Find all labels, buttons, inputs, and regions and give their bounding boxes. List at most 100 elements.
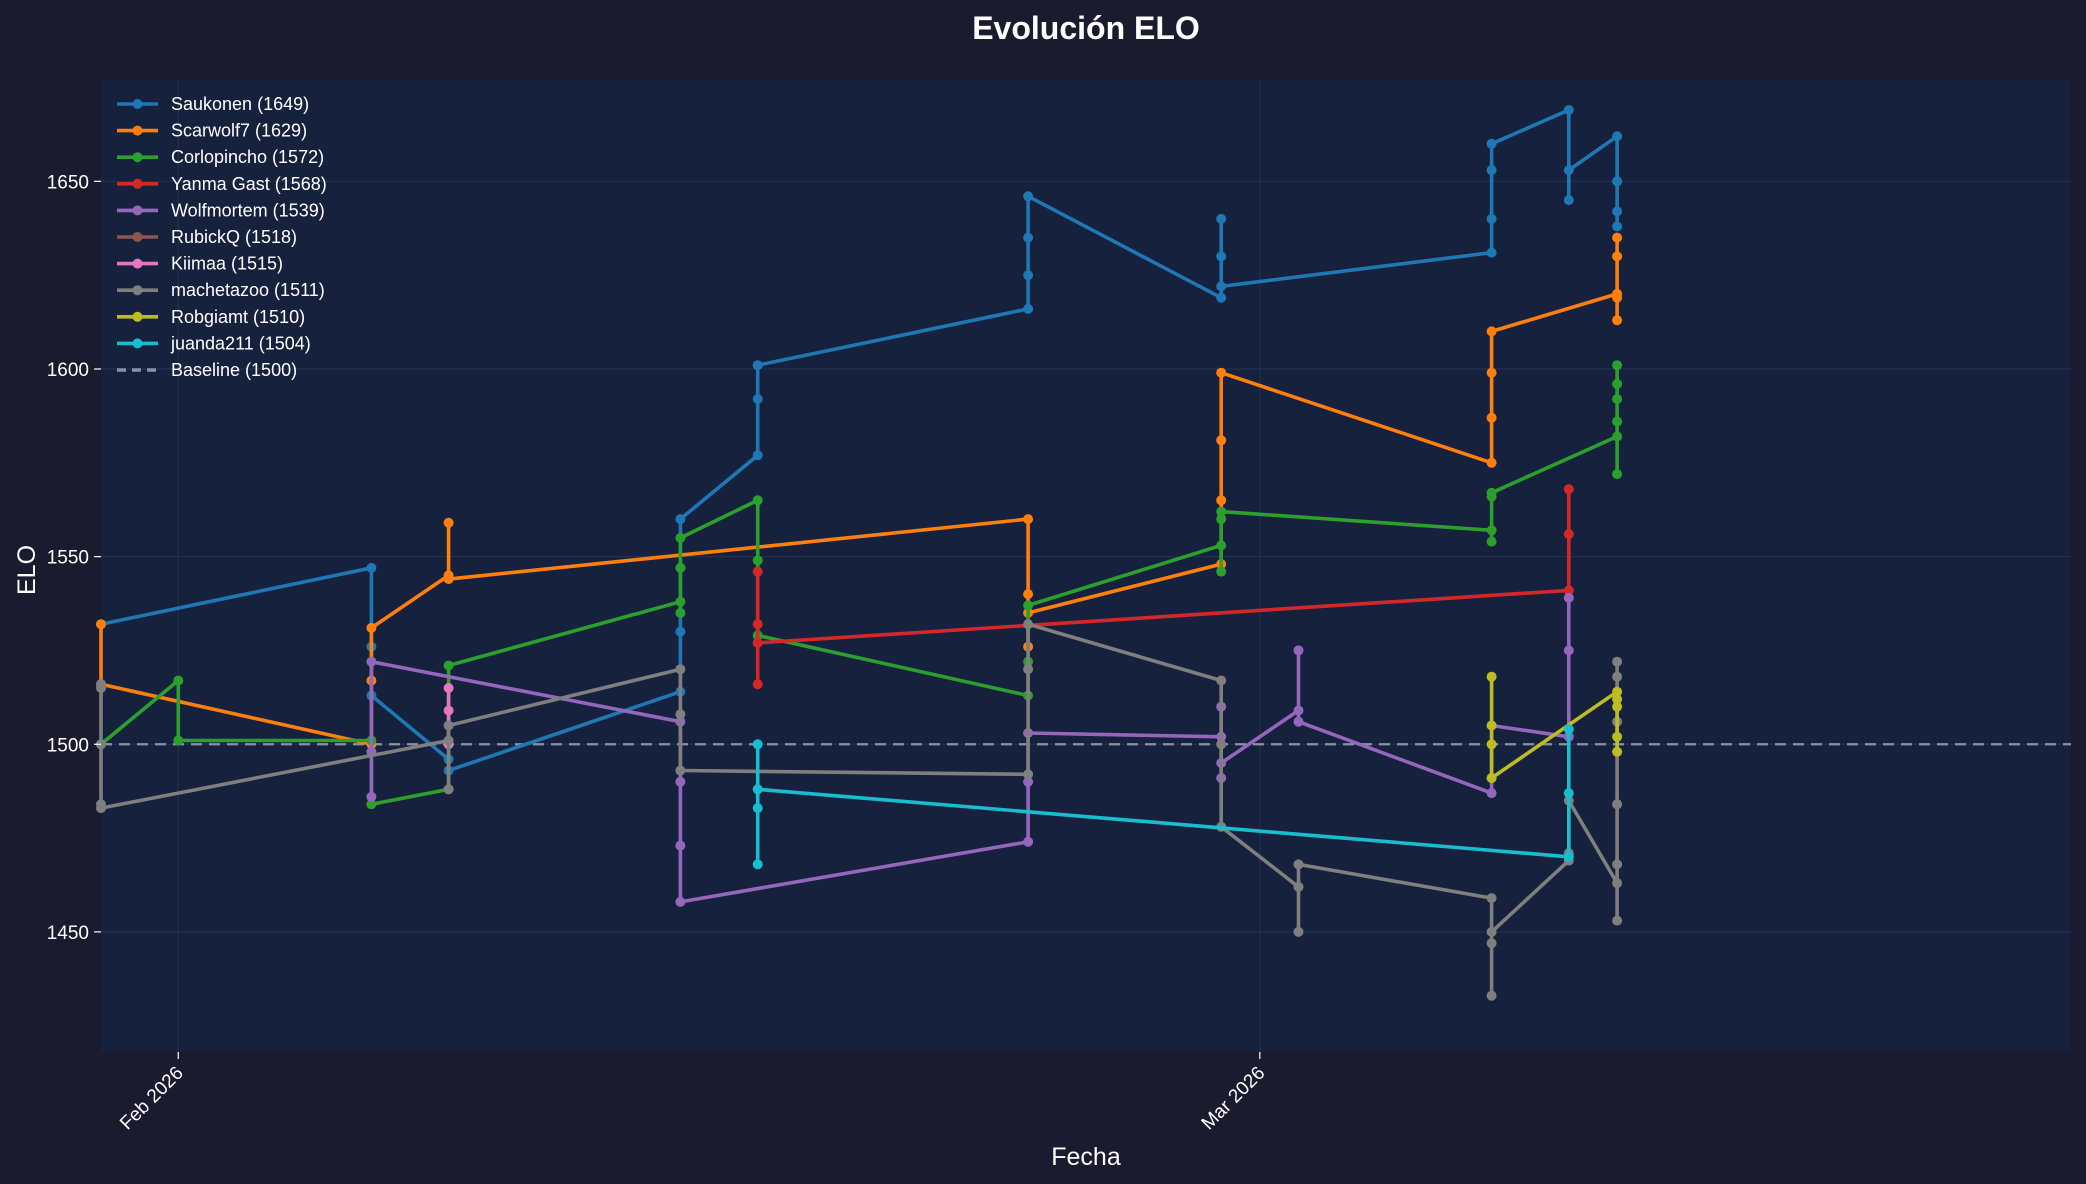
data-point	[1612, 878, 1623, 889]
data-point	[1612, 221, 1623, 232]
data-point	[1023, 514, 1034, 525]
data-point	[675, 626, 686, 637]
series-line	[1489, 674, 1619, 780]
data-point	[1563, 592, 1574, 603]
data-point	[1293, 705, 1304, 716]
data-point	[443, 517, 454, 528]
data-point	[96, 619, 106, 630]
data-point	[1612, 686, 1623, 697]
data-point	[675, 514, 686, 525]
data-point	[1612, 746, 1623, 757]
legend-marker	[132, 205, 143, 216]
data-point	[1563, 645, 1574, 656]
data-point	[366, 622, 377, 633]
data-point	[1486, 938, 1497, 949]
legend-entry: Scarwolf7 (1629)	[117, 121, 307, 141]
legend-label: Robgiamt (1510)	[171, 307, 305, 327]
legend-label: juanda211 (1504)	[170, 333, 311, 353]
data-point	[1563, 788, 1574, 799]
legend-entry: Wolfmortem (1539)	[117, 200, 325, 220]
data-point	[675, 840, 686, 851]
data-point	[1486, 773, 1497, 783]
data-point	[1216, 540, 1227, 551]
legend-label: Kiimaa (1515)	[171, 254, 283, 274]
data-point	[1023, 303, 1034, 314]
data-point	[1216, 739, 1227, 750]
data-point	[1612, 431, 1623, 442]
legend-entry: Baseline (1500)	[117, 360, 297, 380]
series-machetazoo	[96, 619, 1623, 1001]
data-point	[1216, 367, 1227, 378]
legend-label: Saukonen (1649)	[171, 94, 309, 114]
chart-title: Evolución ELO	[972, 10, 1200, 46]
data-point	[443, 574, 454, 585]
data-point	[1216, 506, 1227, 517]
data-point	[1023, 619, 1034, 630]
series-yanma-gast	[752, 484, 1574, 690]
y-tick-label: 1650	[47, 172, 89, 193]
y-tick-label: 1450	[47, 923, 89, 944]
data-point	[1293, 859, 1304, 870]
data-point	[675, 562, 686, 573]
data-point	[96, 803, 106, 814]
data-point	[675, 709, 686, 720]
data-point	[675, 896, 686, 907]
grid	[101, 80, 2071, 1052]
data-point	[1486, 213, 1497, 224]
data-point	[1486, 926, 1497, 937]
series-line	[99, 622, 1619, 998]
legend-marker	[132, 311, 143, 322]
data-point	[1216, 514, 1227, 525]
data-point	[1563, 165, 1574, 176]
data-point	[1486, 138, 1497, 149]
data-point	[1612, 176, 1623, 187]
data-point	[1612, 394, 1623, 404]
data-point	[675, 532, 686, 543]
y-axis-label: ELO	[13, 545, 41, 595]
legend-label: Scarwolf7 (1629)	[171, 121, 307, 141]
data-point	[675, 607, 686, 618]
series-line	[99, 108, 1619, 773]
legend-label: Corlopincho (1572)	[171, 147, 324, 167]
legend-label: RubickQ (1518)	[171, 227, 297, 247]
data-point	[1486, 525, 1497, 536]
data-point	[1023, 836, 1034, 847]
legend-marker	[132, 338, 143, 349]
data-point	[752, 555, 763, 566]
data-point	[1612, 799, 1623, 810]
legend-entry: Saukonen (1649)	[117, 94, 309, 114]
legend-label: machetazoo (1511)	[171, 280, 325, 300]
y-tick-label: 1500	[47, 735, 89, 756]
data-point	[752, 619, 763, 630]
data-point	[1486, 739, 1497, 750]
data-point	[752, 450, 763, 461]
data-point	[1612, 656, 1623, 667]
data-point	[1486, 671, 1497, 682]
y-tick-label: 1600	[47, 360, 89, 381]
data-point	[1216, 292, 1227, 303]
legend-label: Wolfmortem (1539)	[171, 200, 325, 220]
data-point	[1612, 416, 1623, 427]
data-point	[1486, 247, 1497, 258]
data-point	[1023, 664, 1034, 675]
data-point	[675, 664, 686, 675]
series-layer	[96, 105, 1623, 1001]
legend-entry: Kiimaa (1515)	[117, 254, 283, 274]
data-point	[1486, 788, 1497, 799]
data-point	[96, 683, 106, 693]
legend-label: Yanma Gast (1568)	[171, 174, 327, 194]
data-point	[1563, 105, 1574, 115]
data-point	[1216, 213, 1227, 224]
data-point	[366, 791, 377, 802]
legend-marker	[132, 99, 143, 109]
data-point	[1023, 769, 1034, 780]
data-point	[1563, 851, 1574, 862]
legend-entry: juanda211 (1504)	[117, 333, 311, 353]
series-robgiamt	[1486, 671, 1623, 783]
data-point	[1563, 195, 1574, 206]
y-tick-label: 1550	[47, 548, 89, 569]
data-point	[1563, 529, 1574, 540]
data-point	[1612, 292, 1623, 303]
data-point	[443, 683, 454, 693]
